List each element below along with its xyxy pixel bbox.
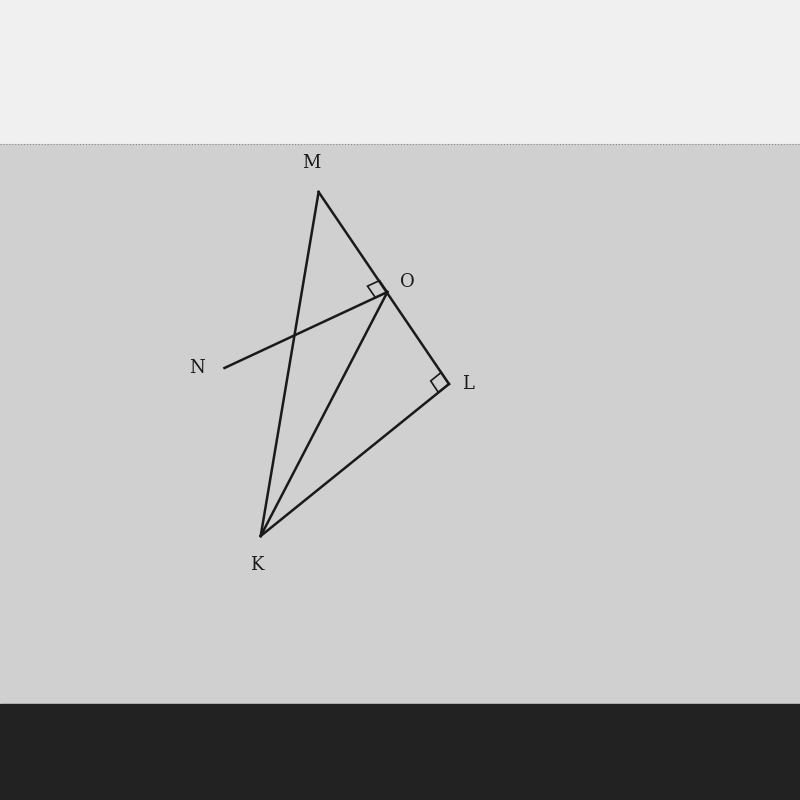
Text: your answer in simplest radical form, if necessary.: your answer in simplest radical form, if… <box>22 84 483 102</box>
Text: L: L <box>462 375 474 393</box>
Text: $KL = 48$, find the length of $\overline{NM}$. Figures are not necessarily drawn: $KL = 48$, find the length of $\overline… <box>22 52 699 78</box>
Text: M: M <box>302 154 321 172</box>
Text: N: N <box>189 359 205 377</box>
Text: K: K <box>250 556 264 574</box>
Text: O: O <box>401 273 415 290</box>
Text: In the diagram below, $\overline{NO}$ is parallel to $\overline{KL}$. If $KN = 2: In the diagram below, $\overline{NO}$ is… <box>22 20 635 46</box>
